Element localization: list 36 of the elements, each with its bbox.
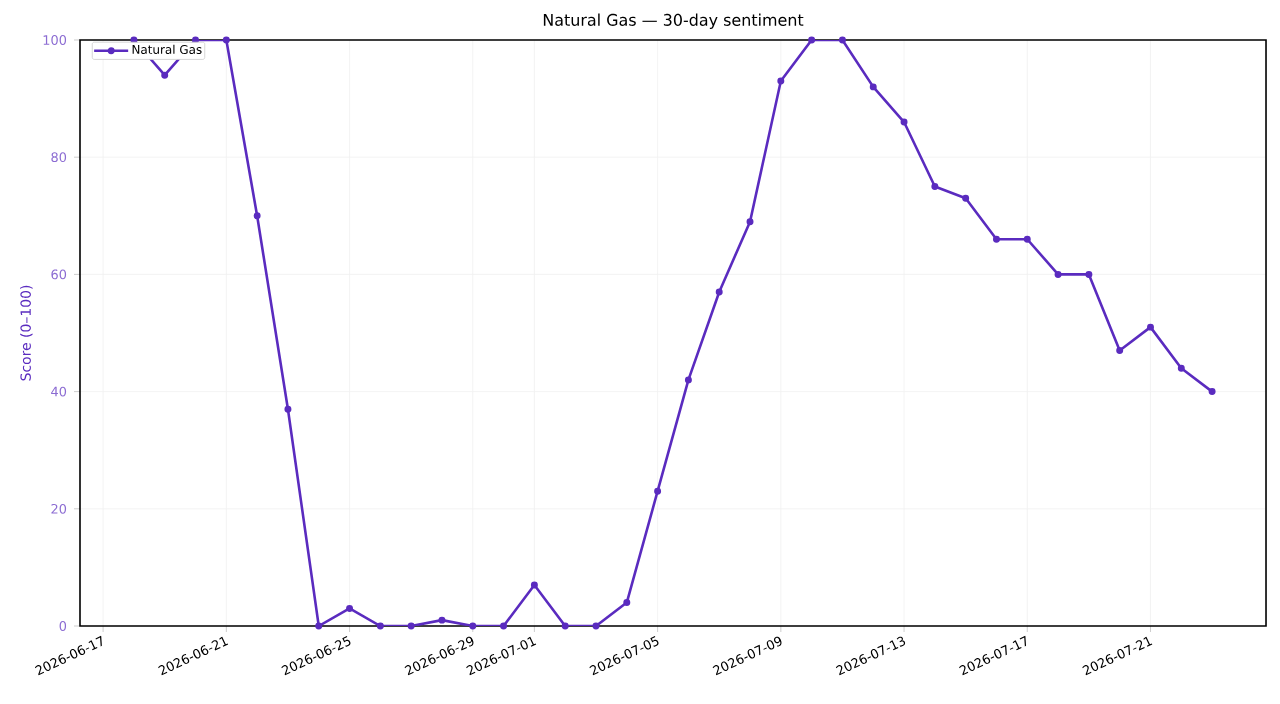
point [469,622,477,630]
point [1085,270,1093,278]
point [654,487,662,495]
point [838,36,846,44]
point [1116,347,1124,355]
point [1177,364,1185,372]
point [376,622,384,630]
point [1147,323,1154,331]
point [192,36,200,44]
point [438,616,446,624]
point [931,183,939,190]
point [684,376,692,384]
point [530,581,538,589]
point [869,83,877,91]
point [500,622,508,630]
point [777,77,785,85]
point [808,36,816,44]
point [623,599,631,607]
point [1023,235,1031,243]
point [161,71,169,79]
point [962,194,970,202]
point [407,622,415,630]
point [715,288,723,296]
point [561,622,569,630]
point [130,36,138,44]
point [1208,388,1216,396]
point [992,235,1000,243]
point [346,604,354,612]
point [746,218,754,226]
point [315,622,323,630]
point [284,405,292,413]
point [592,622,600,630]
point [222,36,230,44]
point [253,212,261,220]
point [1054,270,1062,278]
point [900,118,908,126]
